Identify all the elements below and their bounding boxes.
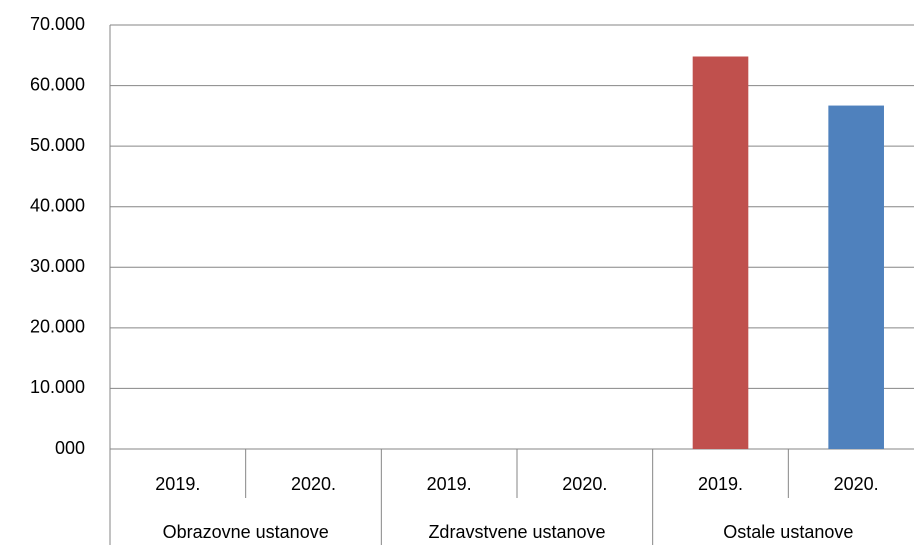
x-tick-label: 2020. [562,474,607,494]
y-tick-label: 10.000 [30,377,85,397]
group-label: Zdravstvene ustanove [428,522,605,542]
bar [692,56,749,450]
x-tick-label: 2019. [155,474,200,494]
x-tick-label: 2020. [834,474,879,494]
y-tick-label: 70.000 [30,14,85,34]
y-tick-label: 20.000 [30,317,85,337]
y-tick-label: 40.000 [30,195,85,215]
x-tick-label: 2019. [698,474,743,494]
y-tick-label: 000 [55,438,85,458]
x-tick-label: 2020. [291,474,336,494]
x-tick-label: 2019. [427,474,472,494]
y-tick-label: 60.000 [30,74,85,94]
group-label: Obrazovne ustanove [163,522,329,542]
y-tick-label: 50.000 [30,135,85,155]
bar [828,105,884,449]
group-label: Ostale ustanove [723,522,853,542]
y-tick-label: 30.000 [30,256,85,276]
